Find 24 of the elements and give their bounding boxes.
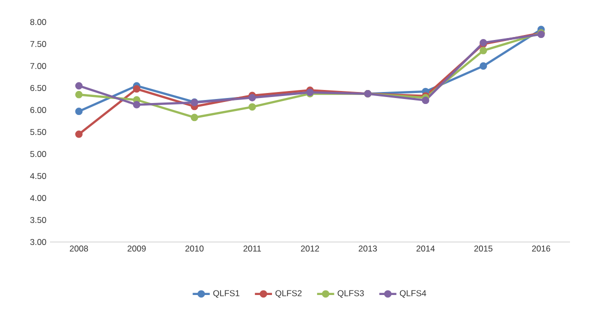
x-tick-label: 2015 (474, 246, 492, 252)
y-tick-label: 6.50 (30, 85, 46, 92)
x-tick-label: 2010 (185, 246, 204, 252)
y-tick-label: 4.00 (30, 195, 46, 202)
x-tick-label: 2011 (244, 246, 261, 252)
x-tick-label: 2008 (70, 246, 88, 252)
y-tick-label: 5.00 (30, 151, 46, 158)
x-tick-label: 2012 (300, 246, 320, 252)
legend-label: QLFS2 (275, 290, 302, 298)
y-tick-label: 6.00 (30, 107, 46, 114)
y-tick-label: 3.50 (30, 217, 46, 224)
y-tick-label: 3.00 (30, 239, 46, 246)
x-tick-label: 2013 (358, 246, 377, 252)
y-tick-label: 4.50 (30, 173, 46, 180)
legend-label: QLFS4 (400, 290, 426, 298)
y-tick-label: 8.00 (30, 19, 46, 26)
legend-label: QLFS1 (213, 290, 240, 298)
x-tick-label: 2009 (128, 246, 146, 252)
y-tick-label: 5.50 (30, 129, 46, 136)
y-tick-label: 7.00 (30, 63, 46, 70)
x-tick-label: 2014 (416, 246, 435, 252)
legend-label: QLFS3 (338, 290, 364, 298)
x-tick-label: 2016 (532, 246, 550, 252)
y-tick-label: 7.50 (30, 41, 46, 48)
